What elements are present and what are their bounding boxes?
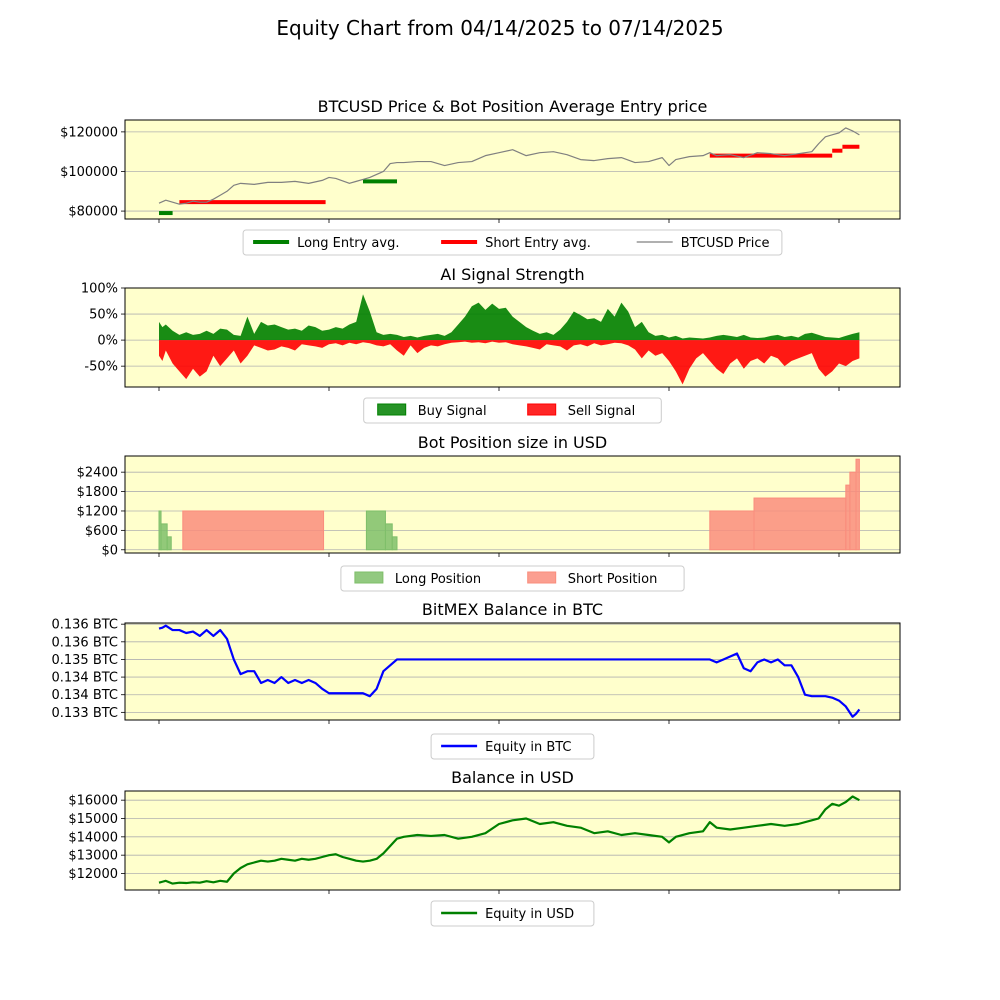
position-block	[166, 536, 172, 551]
chart-panel-2: 100% 50% 0% -50% AI Signal Strength Buy Signa…	[81, 265, 901, 424]
chart-title: BTCUSD Price & Bot Position Average Entr…	[318, 97, 708, 116]
plot-area	[125, 623, 900, 720]
y-tick-label: -50%	[84, 360, 118, 375]
series-line	[158, 624, 861, 718]
legend-swatch	[527, 571, 557, 584]
position-block	[845, 484, 851, 551]
plot-content	[158, 458, 860, 551]
y-tick-label: $120000	[60, 125, 118, 140]
legend-label: Equity in BTC	[485, 740, 571, 755]
legend-label: Short Entry avg.	[485, 236, 591, 251]
y-tick-label: $16000	[68, 794, 118, 809]
y-tick-label: $14000	[68, 830, 118, 845]
position-block	[753, 497, 847, 551]
plot-area	[125, 791, 900, 890]
y-tick-label: $600	[85, 524, 118, 539]
y-tick-label: $0	[101, 543, 118, 558]
position-block	[384, 523, 393, 551]
chart-title: Balance in USD	[451, 768, 574, 787]
position-block	[160, 523, 168, 551]
legend-box	[430, 900, 595, 927]
legend-label: Short Position	[568, 572, 658, 587]
legend: Equity in USD	[430, 900, 595, 927]
plot-content	[158, 624, 861, 718]
axes-frame	[124, 287, 901, 388]
y-tick-label: $2400	[77, 466, 118, 481]
y-tick-label: 0.134 BTC	[51, 671, 118, 686]
y-tick-label: 0.135 BTC	[51, 653, 118, 668]
y-tick-label: $1200	[77, 504, 118, 519]
y-tick-label: $1800	[77, 485, 118, 500]
legend: Buy Signal Sell Signal	[363, 397, 662, 424]
legend-label: BTCUSD Price	[681, 236, 770, 251]
signal-area	[159, 340, 860, 385]
y-tick-label: $13000	[68, 849, 118, 864]
chart-title: BitMEX Balance in BTC	[422, 600, 603, 619]
chart-panel-5: $12000 $13000 $14000 $15000 $16000 Balance in…	[68, 768, 901, 927]
chart-title: Bot Position size in USD	[418, 433, 607, 452]
y-tick-label: $100000	[60, 165, 118, 180]
series-line	[158, 795, 860, 885]
y-tick-label: 0.136 BTC	[51, 635, 118, 650]
y-tick-label: 50%	[89, 308, 118, 323]
legend-box	[242, 229, 783, 256]
y-tick-label: $15000	[68, 812, 118, 827]
plot-content	[159, 294, 860, 385]
chart-panel-4: 0.133 BTC 0.134 BTC 0.134 BTC 0.135 BTC 0.13…	[51, 600, 901, 760]
legend-label: Sell Signal	[568, 404, 636, 419]
legend-box	[340, 565, 685, 592]
chart-panel-1: $80000 $100000 $120000 BTCUSD Price & Bot P…	[60, 97, 901, 256]
position-block	[849, 471, 857, 551]
position-block	[855, 458, 860, 551]
axes-frame	[124, 455, 901, 554]
y-tick-label: 100%	[81, 282, 118, 297]
legend: Equity in BTC	[430, 733, 595, 760]
position-block	[365, 510, 386, 551]
legend-box	[363, 397, 662, 424]
position-block	[709, 510, 755, 551]
legend-label: Long Entry avg.	[297, 236, 399, 251]
position-block	[391, 536, 398, 551]
legend-label: Long Position	[395, 572, 481, 587]
legend: Long Entry avg. Short Entry avg. BTCUSD Pr…	[242, 229, 783, 256]
chart-panel-3: $0 $600 $1200 $1800 $2400 Bot Position size i…	[77, 433, 901, 592]
y-tick-label: 0.136 BTC	[51, 618, 118, 633]
y-tick-label: 0.134 BTC	[51, 688, 118, 703]
axes-frame	[124, 119, 901, 220]
signal-area	[159, 294, 860, 341]
chart-title: AI Signal Strength	[440, 265, 584, 284]
plot-content	[158, 795, 860, 885]
series-line	[158, 127, 860, 205]
y-tick-label: 0.133 BTC	[51, 706, 118, 721]
legend-label: Equity in USD	[485, 907, 574, 922]
y-tick-label: $80000	[68, 205, 118, 220]
legend-swatch	[527, 403, 557, 416]
plot-content	[158, 127, 860, 216]
legend-label: Buy Signal	[418, 404, 487, 419]
legend-swatch	[354, 571, 384, 584]
y-tick-label: 0%	[97, 334, 118, 349]
position-block	[182, 510, 325, 551]
axes-frame	[124, 622, 901, 721]
legend-box	[430, 733, 595, 760]
legend-swatch	[377, 403, 407, 416]
figure-title: Equity Chart from 04/14/2025 to 07/14/20…	[276, 16, 723, 40]
legend: Long Position Short Position	[340, 565, 685, 592]
y-tick-label: $12000	[68, 867, 118, 882]
axes-frame	[124, 790, 901, 891]
